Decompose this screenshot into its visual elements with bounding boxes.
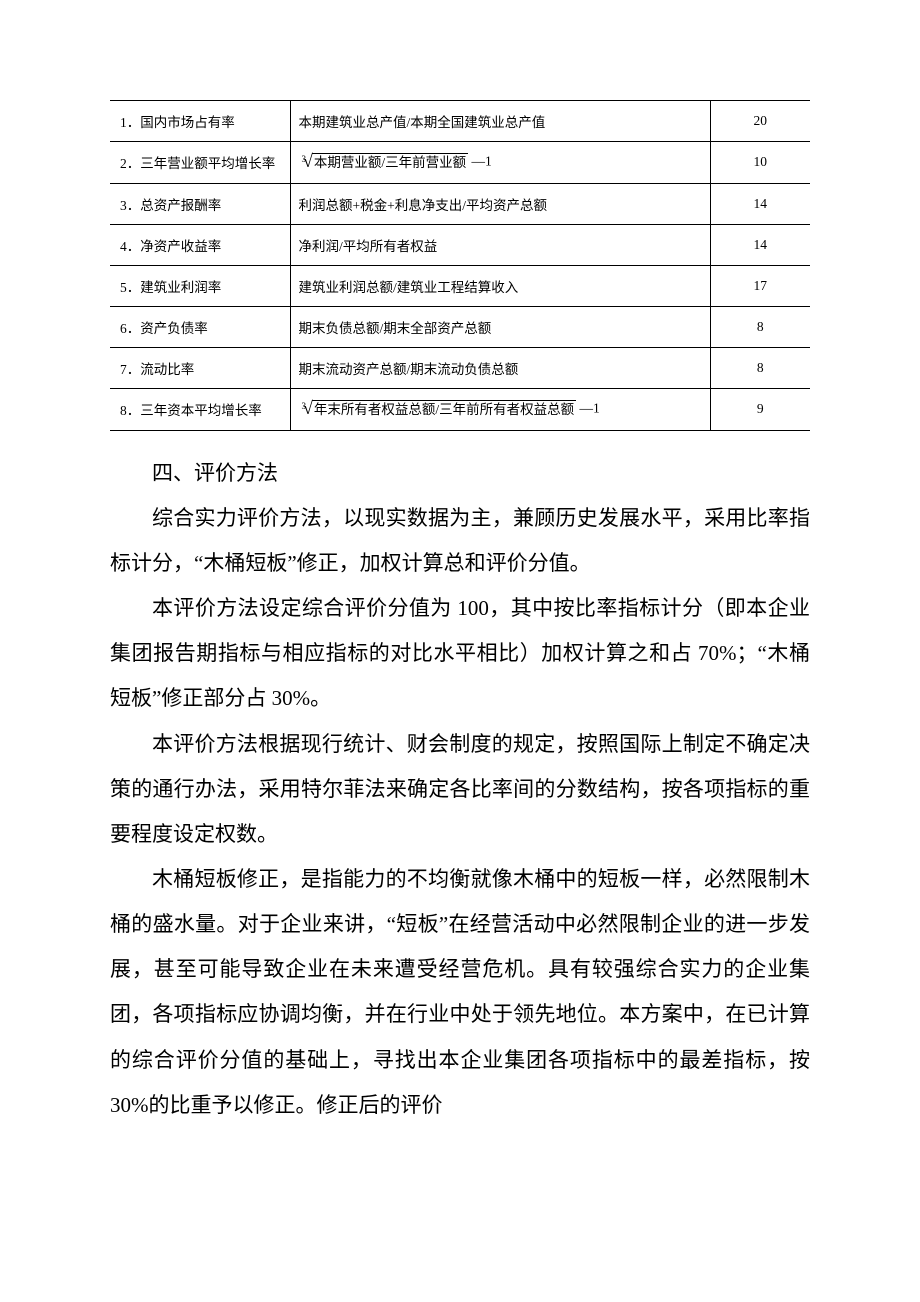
- indicator-formula: 期末流动资产总额/期末流动负债总额: [290, 347, 710, 388]
- indicator-formula: 3√年末所有者权益总额/三年前所有者权益总额 —1: [290, 388, 710, 430]
- indicator-formula: 建筑业利润总额/建筑业工程结算收入: [290, 265, 710, 306]
- indicator-formula: 3√本期营业额/三年前营业额 —1: [290, 142, 710, 184]
- indicator-label: 7．流动比率: [110, 347, 290, 388]
- indicator-label: 3．总资产报酬率: [110, 183, 290, 224]
- indicators-table: 1．国内市场占有率本期建筑业总产值/本期全国建筑业总产值202．三年营业额平均增…: [110, 100, 810, 431]
- indicator-weight: 14: [710, 183, 810, 224]
- body-content: 综合实力评价方法，以现实数据为主，兼顾历史发展水平，采用比率指标计分，“木桶短板…: [110, 496, 810, 1128]
- table-row: 5．建筑业利润率建筑业利润总额/建筑业工程结算收入17: [110, 265, 810, 306]
- table-row: 7．流动比率期末流动资产总额/期末流动负债总额8: [110, 347, 810, 388]
- indicator-weight: 8: [710, 306, 810, 347]
- indicator-label: 2．三年营业额平均增长率: [110, 142, 290, 184]
- indicator-formula: 期末负债总额/期末全部资产总额: [290, 306, 710, 347]
- indicator-weight: 10: [710, 142, 810, 184]
- section-heading: 四、评价方法: [110, 451, 810, 496]
- table-row: 1．国内市场占有率本期建筑业总产值/本期全国建筑业总产值20: [110, 101, 810, 142]
- indicator-label: 1．国内市场占有率: [110, 101, 290, 142]
- indicator-label: 4．净资产收益率: [110, 224, 290, 265]
- table-row: 6．资产负债率期末负债总额/期末全部资产总额8: [110, 306, 810, 347]
- indicator-label: 8．三年资本平均增长率: [110, 388, 290, 430]
- indicator-weight: 8: [710, 347, 810, 388]
- table-body: 1．国内市场占有率本期建筑业总产值/本期全国建筑业总产值202．三年营业额平均增…: [110, 101, 810, 431]
- indicator-weight: 9: [710, 388, 810, 430]
- paragraph: 本评价方法设定综合评价分值为 100，其中按比率指标计分（即本企业集团报告期指标…: [110, 586, 810, 721]
- table-row: 2．三年营业额平均增长率3√本期营业额/三年前营业额 —110: [110, 142, 810, 184]
- indicator-label: 5．建筑业利润率: [110, 265, 290, 306]
- indicator-label: 6．资产负债率: [110, 306, 290, 347]
- paragraph: 木桶短板修正，是指能力的不均衡就像木桶中的短板一样，必然限制木桶的盛水量。对于企…: [110, 857, 810, 1128]
- indicator-weight: 17: [710, 265, 810, 306]
- paragraph: 本评价方法根据现行统计、财会制度的规定，按照国际上制定不确定决策的通行办法，采用…: [110, 722, 810, 857]
- indicator-weight: 20: [710, 101, 810, 142]
- table-row: 3．总资产报酬率利润总额+税金+利息净支出/平均资产总额14: [110, 183, 810, 224]
- table-row: 8．三年资本平均增长率3√年末所有者权益总额/三年前所有者权益总额 —19: [110, 388, 810, 430]
- indicator-formula: 本期建筑业总产值/本期全国建筑业总产值: [290, 101, 710, 142]
- paragraph: 综合实力评价方法，以现实数据为主，兼顾历史发展水平，采用比率指标计分，“木桶短板…: [110, 496, 810, 586]
- indicator-weight: 14: [710, 224, 810, 265]
- indicator-formula: 利润总额+税金+利息净支出/平均资产总额: [290, 183, 710, 224]
- table-row: 4．净资产收益率净利润/平均所有者权益14: [110, 224, 810, 265]
- indicator-formula: 净利润/平均所有者权益: [290, 224, 710, 265]
